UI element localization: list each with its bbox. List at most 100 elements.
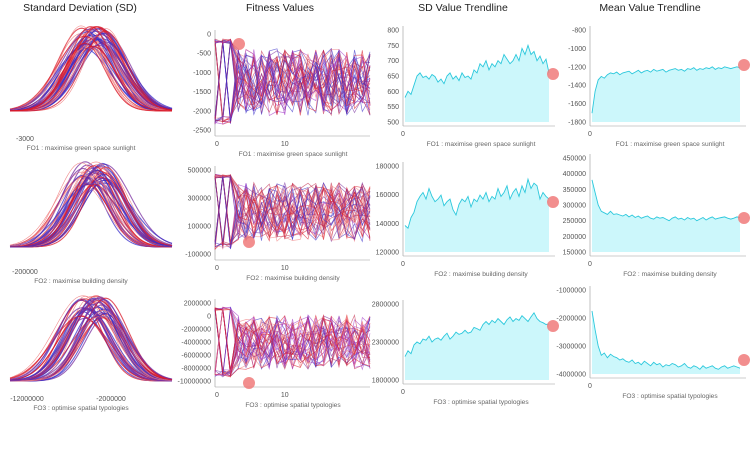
y-tick: 120000 xyxy=(376,250,399,257)
y-tick: -2000000 xyxy=(556,316,586,323)
y-tick: 180000 xyxy=(376,164,399,171)
fitness-line xyxy=(214,176,371,239)
x-axis-label: FO3 : optimise spatial typologies xyxy=(622,393,718,400)
header-sd-trend: SD Value Trendline xyxy=(418,2,508,14)
x-tick: 0 xyxy=(215,265,219,272)
trend-area xyxy=(405,312,549,380)
fitness-panel-2: 500000 300000 100000 -100000 0 10 FO2 : maximi… xyxy=(185,166,371,282)
y-tick: 400000 xyxy=(563,171,586,178)
y-tick: -2500 xyxy=(193,128,211,135)
fitness-line xyxy=(214,38,371,119)
sd-curve xyxy=(9,175,173,247)
sd-curve xyxy=(9,170,173,248)
sd-trend-panel-2: 180000 160000 140000 1200000 FO2 : maximise … xyxy=(376,162,559,278)
trend-line xyxy=(404,43,550,98)
y-tick: -500 xyxy=(197,51,211,58)
y-tick: 100000 xyxy=(188,224,211,231)
x-tick: 0 xyxy=(401,131,405,138)
x-axis-label: FO2 : maximise building density xyxy=(434,271,528,278)
y-tick: -3000000 xyxy=(556,344,586,351)
trend-area xyxy=(592,179,740,252)
x-axis-label: FO2 : maximise building density xyxy=(246,275,340,282)
y-tick: -6000000 xyxy=(181,353,211,360)
y-tick: 500 xyxy=(387,120,399,127)
x-tick: 10 xyxy=(281,392,289,399)
x-tick: 10 xyxy=(281,265,289,272)
y-tick: -8000000 xyxy=(181,366,211,373)
y-tick: -10000000 xyxy=(178,379,212,386)
y-tick: -1400 xyxy=(568,83,586,90)
highlight-marker xyxy=(547,196,559,208)
y-tick: 2800000 xyxy=(372,302,399,309)
mean-trend-panel-2: 450000 400000 350000 300000 250000 200000 1500… xyxy=(563,154,750,278)
y-tick: 650 xyxy=(387,74,399,81)
y-tick: -4000000 xyxy=(556,372,586,379)
y-tick: 800 xyxy=(387,28,399,35)
y-tick: -2000 xyxy=(193,108,211,115)
highlight-marker xyxy=(233,38,245,50)
y-tick: 150000 xyxy=(563,250,586,257)
y-tick: 1800000 xyxy=(372,378,399,385)
y-tick: -1000 xyxy=(568,46,586,53)
x-tick: 0 xyxy=(588,261,592,268)
trend-line xyxy=(404,311,550,357)
mean-trend-panel-1: -800 -1000 -1200 -1400 -1600 -18000 FO1 : maxi… xyxy=(568,26,750,148)
fitness-line xyxy=(214,40,371,115)
x-tick: 0 xyxy=(588,131,592,138)
fitness-line xyxy=(214,307,371,377)
highlight-marker xyxy=(547,68,559,80)
sd-curve xyxy=(9,296,173,381)
y-tick: -2000000 xyxy=(181,327,211,334)
x-axis-label: FO1 : maximise green space sunlight xyxy=(27,145,136,152)
x-axis-label: FO1 : maximise green space sunlight xyxy=(239,151,348,158)
fitness-line xyxy=(214,41,371,121)
trend-area xyxy=(405,179,549,252)
fitness-line xyxy=(214,40,371,122)
x-axis-label: FO2 : maximise building density xyxy=(34,278,128,285)
fitness-line xyxy=(214,308,371,370)
x-tick: 0 xyxy=(215,392,219,399)
header-mean-trend: Mean Value Trendline xyxy=(599,2,701,14)
sd-curves-panel-2: -200000 FO2 : maximise building density xyxy=(9,161,173,285)
sd-curve xyxy=(9,46,173,112)
highlight-marker xyxy=(243,236,255,248)
fitness-line xyxy=(214,175,371,250)
fitness-line xyxy=(214,49,371,124)
fitness-line xyxy=(214,40,371,122)
sd-trend-panel-1: 800 750 700 650 600 550 5000 FO1 : maximise gre… xyxy=(387,26,559,148)
y-tick: 350000 xyxy=(563,187,586,194)
sd-curves-panel-1: -3000 FO1 : maximise green space sunlight xyxy=(9,25,173,152)
fitness-line xyxy=(214,307,371,370)
x-tick: -200000 xyxy=(12,269,38,276)
y-tick: 600 xyxy=(387,89,399,96)
header-sd: Standard Deviation (SD) xyxy=(23,2,137,14)
x-axis-label: FO3 : optimise spatial typologies xyxy=(245,402,341,409)
trend-line xyxy=(591,310,741,370)
header-fitness: Fitness Values xyxy=(245,2,315,14)
fitness-line xyxy=(214,174,371,241)
fitness-line xyxy=(214,307,371,376)
fitness-line xyxy=(214,308,371,373)
y-tick: -1200 xyxy=(568,64,586,71)
trend-area xyxy=(592,311,740,374)
fitness-line xyxy=(214,174,371,241)
trend-line xyxy=(404,177,550,230)
y-tick: 0 xyxy=(207,32,211,39)
y-tick: 300000 xyxy=(188,196,211,203)
y-tick: -100000 xyxy=(185,252,211,259)
y-tick: 2300000 xyxy=(372,340,399,347)
fitness-line xyxy=(214,39,371,112)
x-axis-label: FO3 : optimise spatial typologies xyxy=(33,405,129,412)
y-tick: -1800 xyxy=(568,120,586,127)
x-tick: 10 xyxy=(281,141,289,148)
y-tick: -4000000 xyxy=(181,340,211,347)
y-tick: -1600 xyxy=(568,101,586,108)
x-tick: -2000000 xyxy=(96,396,126,403)
sd-curve xyxy=(9,183,173,247)
fitness-line xyxy=(214,51,371,123)
fitness-line xyxy=(214,40,371,122)
x-tick: -3000 xyxy=(16,136,34,143)
y-tick: 160000 xyxy=(376,192,399,199)
highlight-marker xyxy=(243,377,255,389)
